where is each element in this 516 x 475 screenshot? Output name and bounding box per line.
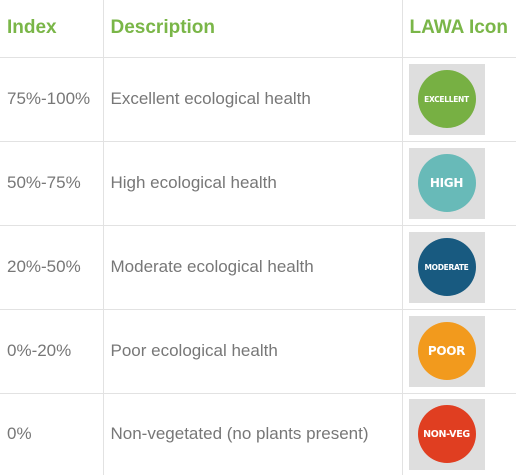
index-cell: 20%-50% xyxy=(0,225,104,310)
header-index: Index xyxy=(0,0,104,58)
index-cell: 0% xyxy=(0,393,104,475)
table-header-row: Index Description LAWA Icon xyxy=(0,0,516,58)
index-cell: 50%-75% xyxy=(0,141,104,226)
table-row: 75%-100% Excellent ecological health EXC… xyxy=(0,57,516,142)
description-cell: Moderate ecological health xyxy=(103,225,403,310)
description-cell: Non-vegetated (no plants present) xyxy=(103,393,403,475)
moderate-icon: MODERATE xyxy=(408,231,485,303)
table-row: 20%-50% Moderate ecological health MODER… xyxy=(0,225,516,310)
icon-cell: MODERATE xyxy=(402,225,516,310)
description-cell: High ecological health xyxy=(103,141,403,226)
non-veg-icon: NON-VEG xyxy=(408,398,485,470)
index-cell: 0%-20% xyxy=(0,309,104,394)
poor-icon: POOR xyxy=(408,315,485,387)
icon-disc: POOR xyxy=(417,322,476,380)
icon-cell: POOR xyxy=(402,309,516,394)
icon-disc: MODERATE xyxy=(417,238,476,296)
index-cell: 75%-100% xyxy=(0,57,104,142)
excellent-icon: EXCELLENT xyxy=(408,63,485,135)
header-description: Description xyxy=(103,0,403,58)
description-cell: Excellent ecological health xyxy=(103,57,403,142)
table-row: 50%-75% High ecological health HIGH xyxy=(0,141,516,226)
icon-cell: NON-VEG xyxy=(402,393,516,475)
header-lawa-icon: LAWA Icon xyxy=(402,0,516,58)
icon-disc: NON-VEG xyxy=(417,405,476,464)
description-cell: Poor ecological health xyxy=(103,309,403,394)
high-icon: HIGH xyxy=(408,147,485,219)
table-row: 0%-20% Poor ecological health POOR xyxy=(0,309,516,394)
table-row: 0% Non-vegetated (no plants present) NON… xyxy=(0,393,516,475)
icon-disc: EXCELLENT xyxy=(417,70,476,128)
icon-disc: HIGH xyxy=(417,154,476,212)
icon-cell: EXCELLENT xyxy=(402,57,516,142)
icon-cell: HIGH xyxy=(402,141,516,226)
